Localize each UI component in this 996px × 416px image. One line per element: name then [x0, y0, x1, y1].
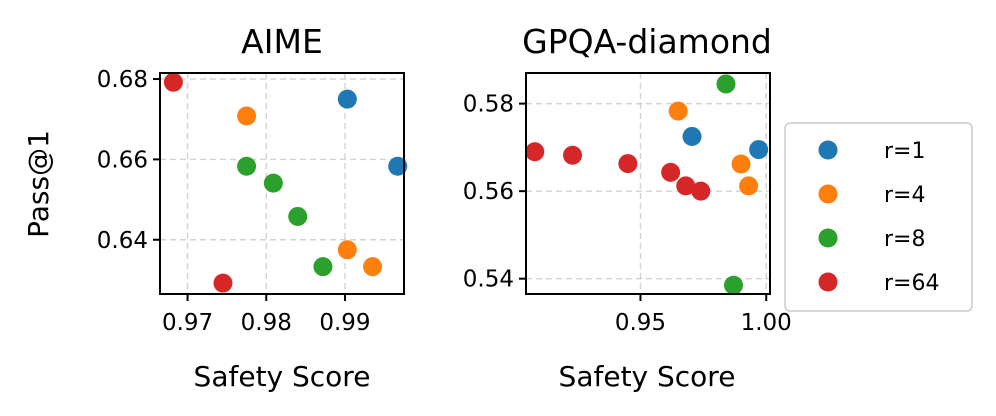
gpqa-point-r64	[676, 176, 696, 196]
legend: r=1 r=4 r=8 r=64	[784, 122, 973, 312]
gpqa-point-r64	[563, 145, 583, 165]
gpqa-x-axis-label: Safety Score	[559, 360, 736, 393]
legend-marker-r64	[818, 272, 838, 292]
gpqa-x-tick-label: 0.95	[615, 310, 666, 336]
aime-point-r64	[213, 273, 233, 293]
aime-x-axis-label: Safety Score	[194, 360, 371, 393]
aime-y-axis-label: Pass@1	[22, 130, 55, 238]
aime-point-r8	[263, 173, 283, 193]
gpqa-y-tick-label: 0.58	[463, 92, 514, 118]
aime-x-tick-label: 0.97	[162, 310, 213, 336]
aime-y-tick-label: 0.64	[97, 228, 148, 254]
aime-x-tick-label: 0.98	[241, 310, 292, 336]
legend-label-r1: r=1	[884, 139, 925, 164]
gpqa-y-tick-label: 0.54	[463, 267, 514, 293]
aime-point-r4	[363, 257, 383, 277]
aime-point-r4	[237, 106, 257, 126]
gpqa-point-r8	[724, 275, 744, 295]
gpqa-point-r64	[691, 181, 711, 201]
aime-plot-frame	[159, 72, 405, 295]
gpqa-point-r64	[661, 162, 681, 182]
gpqa-point-r4	[739, 176, 759, 196]
aime-title: AIME	[241, 22, 323, 61]
aime-point-r8	[288, 206, 308, 226]
legend-marker-r8	[818, 228, 838, 248]
legend-frame	[784, 122, 973, 312]
aime-point-r64	[163, 72, 183, 92]
aime-ticks: 0.97 0.98 0.99 0.64 0.66 0.68	[97, 67, 371, 336]
legend-label-r64: r=64	[884, 271, 939, 296]
aime-point-r8	[313, 257, 333, 277]
aime-y-tick-label: 0.66	[97, 147, 148, 173]
legend-items: r=1 r=4 r=8 r=64	[818, 139, 939, 296]
gpqa-x-tick-label: 1.00	[741, 310, 792, 336]
gpqa-point-r8	[716, 74, 736, 94]
aime-point-r1	[337, 89, 357, 109]
gpqa-point-r64	[618, 154, 638, 174]
gpqa-title: GPQA-diamond	[522, 22, 772, 61]
gpqa-plot-frame	[525, 72, 771, 295]
legend-marker-r4	[818, 184, 838, 204]
aime-point-r1	[388, 156, 408, 176]
aime-y-tick-label: 0.68	[97, 67, 148, 93]
gpqa-ticks: 0.95 1.00 0.54 0.56 0.58	[463, 92, 792, 336]
aime-point-r4	[337, 240, 357, 260]
gpqa-grid	[526, 73, 770, 294]
legend-label-r8: r=8	[884, 227, 925, 252]
legend-label-r4: r=4	[884, 183, 925, 208]
gpqa-point-r1	[749, 140, 769, 160]
gpqa-panel: GPQA-diamond 0.95 1.00 0.54 0.56 0.58 Safety…	[463, 22, 792, 393]
gpqa-point-r1	[682, 126, 702, 146]
gpqa-points	[525, 74, 769, 295]
gpqa-y-tick-label: 0.56	[463, 179, 514, 205]
aime-x-tick-label: 0.99	[319, 310, 370, 336]
gpqa-point-r4	[668, 101, 688, 121]
legend-marker-r1	[818, 140, 838, 160]
aime-point-r8	[237, 156, 257, 176]
aime-panel: AIME 0.97 0.98 0.99 0.64 0.66 0.68 Safety Sco…	[22, 22, 408, 393]
aime-points	[163, 72, 408, 293]
gpqa-point-r64	[525, 142, 545, 162]
gpqa-point-r4	[731, 154, 751, 174]
